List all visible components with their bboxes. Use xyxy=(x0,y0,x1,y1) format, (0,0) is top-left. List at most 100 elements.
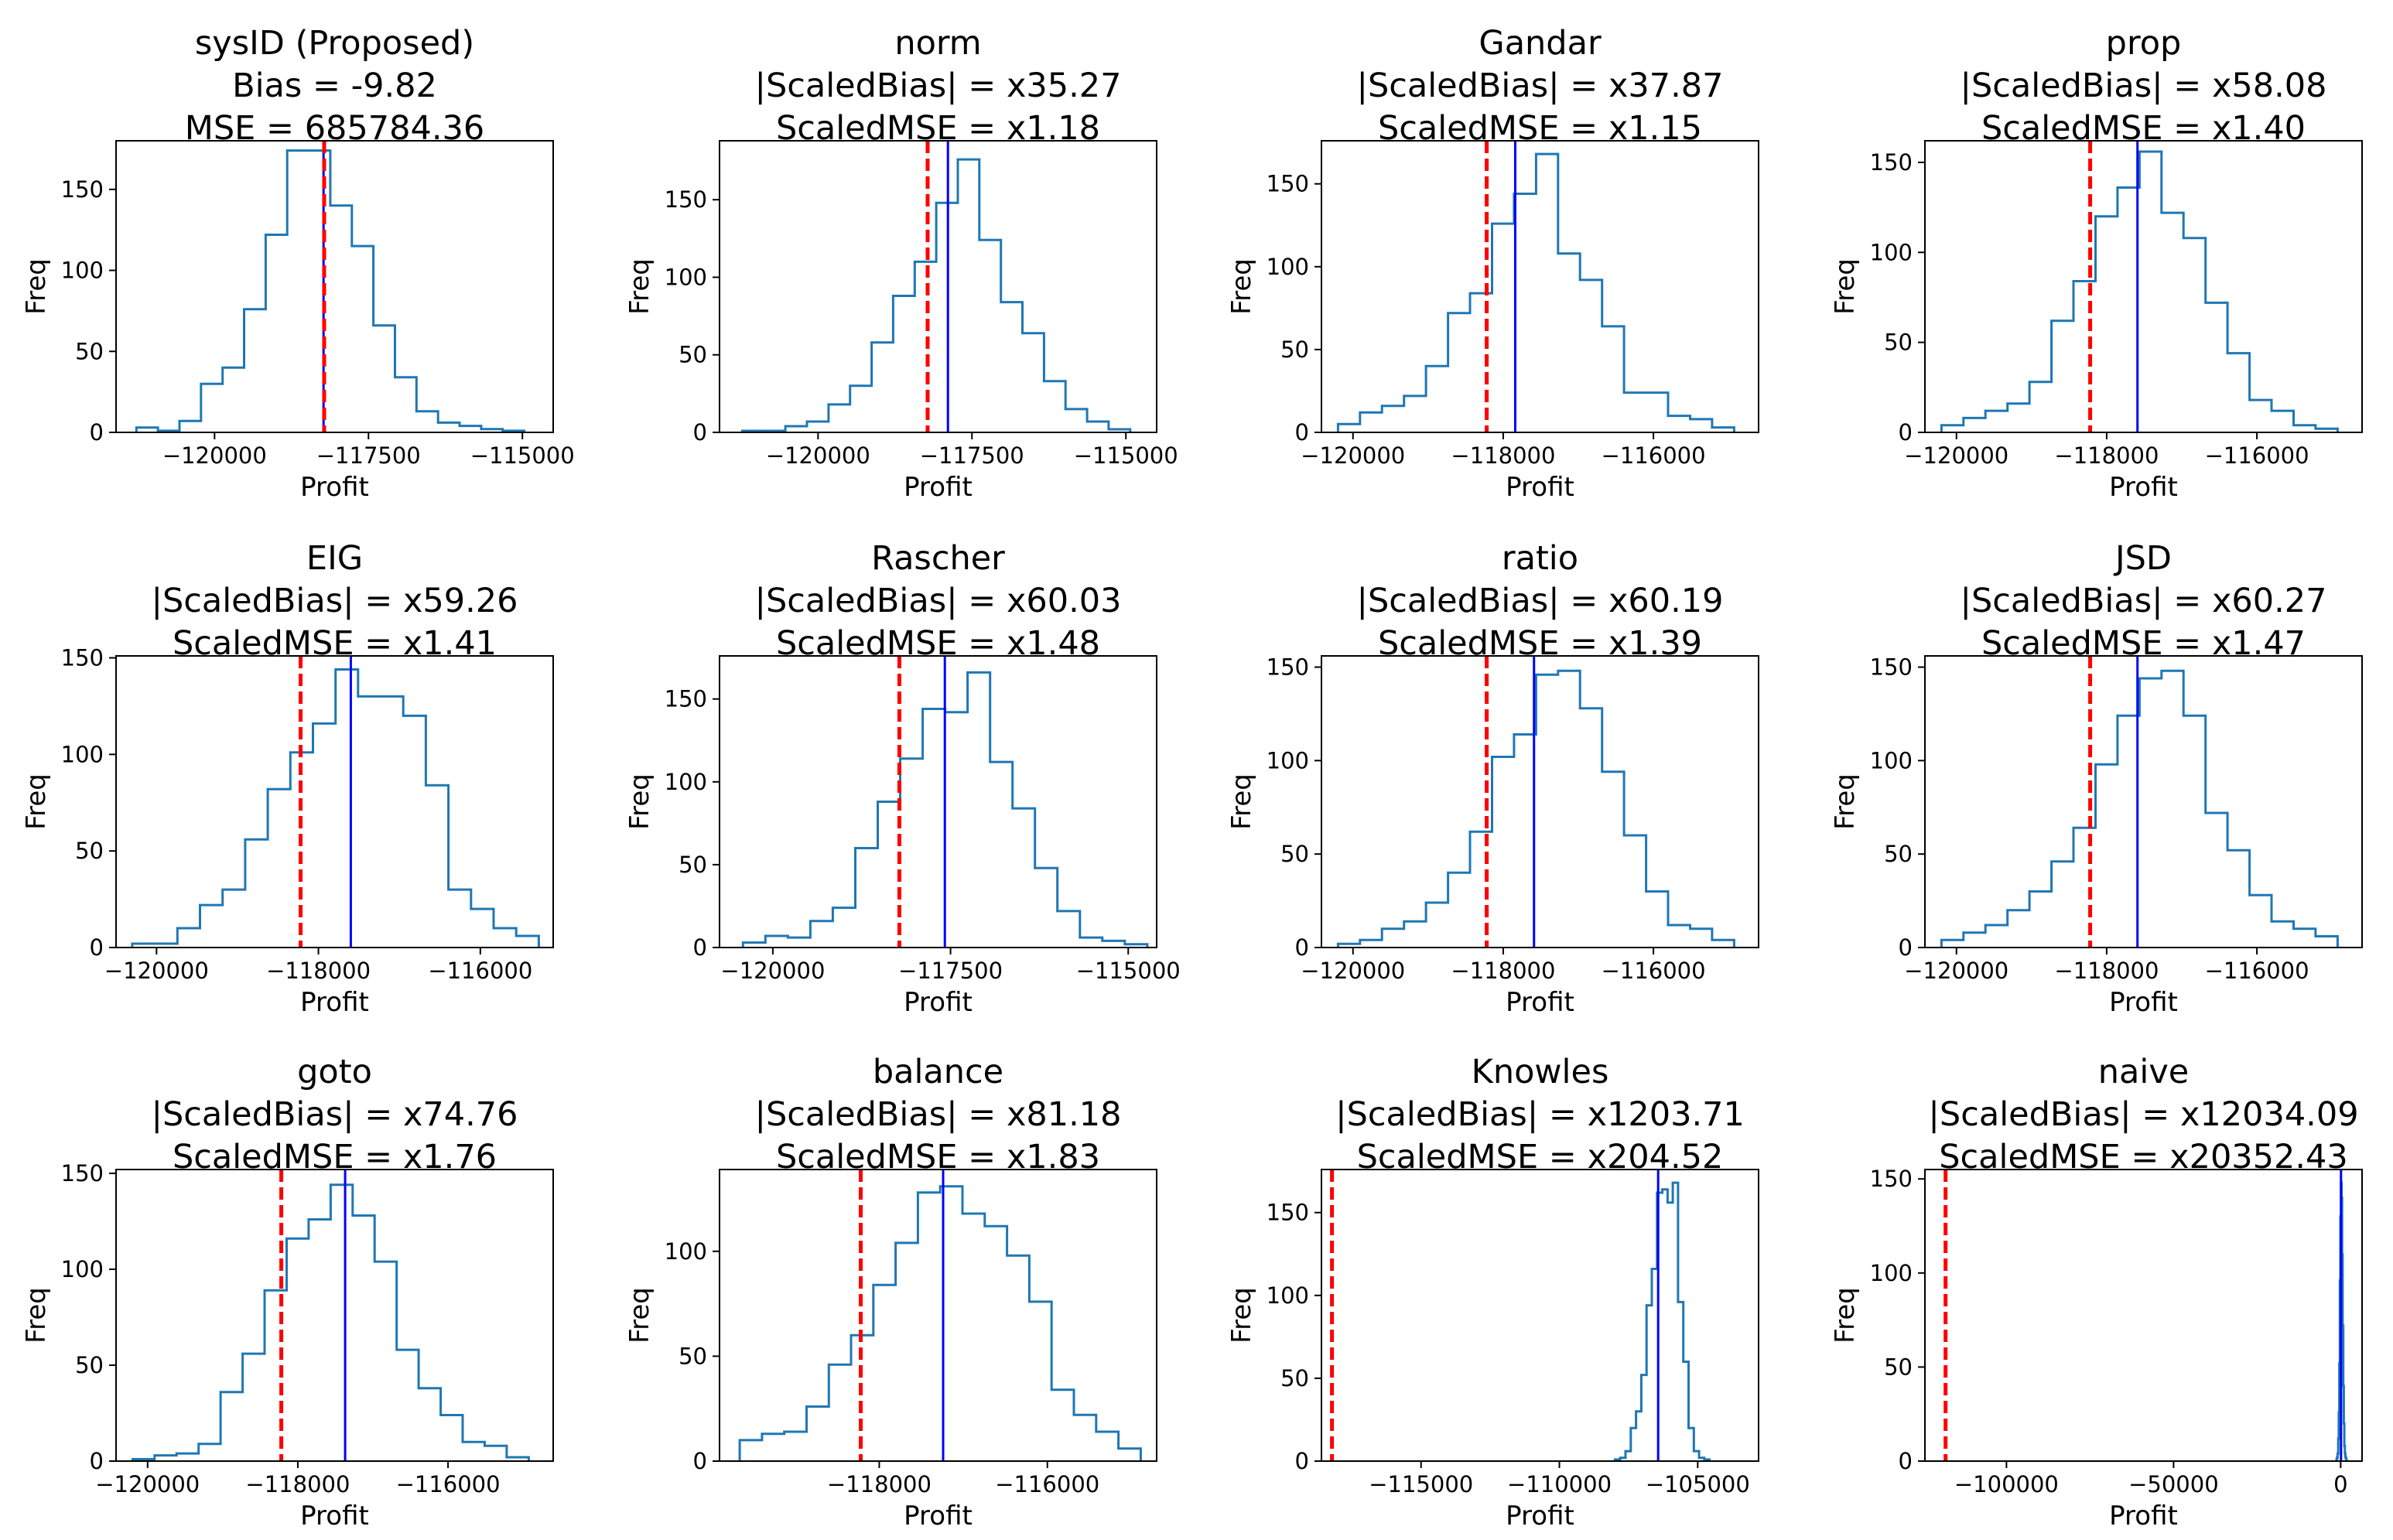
histogram-bars xyxy=(1336,669,1735,948)
y-tick-label: 100 xyxy=(1870,747,1913,773)
y-tick-label: 150 xyxy=(1267,171,1309,197)
x-axis-label: Profit xyxy=(1506,987,1574,1018)
histogram-bars xyxy=(1940,150,2339,432)
x-tick-label: −117500 xyxy=(898,958,1003,984)
y-tick-label: 50 xyxy=(1884,1354,1913,1380)
y-axis-label: Freq xyxy=(624,1287,655,1344)
x-tick-label: −115000 xyxy=(470,442,575,469)
y-axis-label: Freq xyxy=(1830,1287,1861,1344)
panel-title: prop xyxy=(2106,24,2182,63)
x-tick-label: −115000 xyxy=(1076,958,1181,984)
y-tick-label: 50 xyxy=(679,1343,707,1369)
x-tick-label: −105000 xyxy=(1646,1471,1750,1497)
x-tick-label: −118000 xyxy=(827,1471,932,1497)
histogram-bars xyxy=(740,158,1132,432)
y-axis-label: Freq xyxy=(624,773,655,830)
y-tick-label: 150 xyxy=(665,186,707,213)
panel-title: EIG xyxy=(306,539,363,578)
y-tick-label: 150 xyxy=(61,644,104,671)
histogram-bars xyxy=(135,149,526,432)
histogram-bars xyxy=(131,668,540,948)
y-tick-label: 100 xyxy=(61,1256,104,1282)
panel-mse-label: ScaledMSE = x1.40 xyxy=(1981,109,2306,148)
y-tick-label: 0 xyxy=(693,934,707,961)
axes-frame xyxy=(719,655,1157,948)
histogram-bars xyxy=(1613,1181,1711,1461)
histogram-panel: JSD |ScaledBias| = x60.27 ScaledMSE = x1.4… xyxy=(1830,539,2363,1018)
y-axis-label: Freq xyxy=(1830,258,1861,315)
panel-bias-label: |ScaledBias| = x1203.71 xyxy=(1335,1095,1745,1134)
x-axis-label: Profit xyxy=(2109,1501,2178,1531)
y-tick-label: 0 xyxy=(1899,934,1913,961)
y-tick-label: 50 xyxy=(679,852,707,878)
x-tick-label: −120000 xyxy=(1904,442,2008,469)
x-tick-label: −120000 xyxy=(95,1471,200,1497)
x-tick-label: −116000 xyxy=(1602,958,1706,984)
panel-bias-label: |ScaledBias| = x12034.09 xyxy=(1928,1095,2358,1134)
y-axis-label: Freq xyxy=(624,258,655,315)
x-axis-label: Profit xyxy=(300,472,369,503)
panel-bias-label: |ScaledBias| = x60.03 xyxy=(754,582,1121,620)
x-tick-label: −118000 xyxy=(1451,442,1555,469)
y-tick-label: 150 xyxy=(1267,1200,1309,1226)
panel-bias-label: |ScaledBias| = x81.18 xyxy=(754,1095,1121,1134)
axes-frame xyxy=(115,1169,554,1462)
panel-bias-label: |ScaledBias| = x58.08 xyxy=(1960,67,2326,105)
x-axis-label: Profit xyxy=(904,1501,973,1531)
histogram-bars xyxy=(738,1185,1142,1461)
panel-title: goto xyxy=(297,1053,372,1091)
x-tick-label: −120000 xyxy=(720,958,825,984)
panel-title: naive xyxy=(2098,1053,2189,1091)
y-tick-label: 150 xyxy=(61,176,104,203)
y-tick-label: 50 xyxy=(1280,336,1309,363)
y-tick-label: 0 xyxy=(90,1448,104,1474)
histogram-panel: norm |ScaledBias| = x35.27 ScaledMSE = x1.… xyxy=(624,24,1178,503)
panel-mse-label: ScaledMSE = x1.48 xyxy=(776,624,1100,663)
axes-frame xyxy=(1321,655,1759,948)
y-tick-label: 100 xyxy=(61,741,104,767)
x-tick-label: −120000 xyxy=(162,442,267,469)
y-tick-label: 0 xyxy=(1899,419,1913,446)
y-axis-label: Freq xyxy=(21,258,52,315)
histogram-panel: EIG |ScaledBias| = x59.26 ScaledMSE = x1.4… xyxy=(21,539,554,1018)
histogram-panel: ratio |ScaledBias| = x60.19 ScaledMSE = x1… xyxy=(1226,539,1759,1018)
histogram-panel: goto |ScaledBias| = x74.76 ScaledMSE = x1.… xyxy=(21,1053,554,1531)
y-tick-label: 50 xyxy=(75,838,104,864)
y-tick-label: 100 xyxy=(665,769,707,795)
y-tick-label: 50 xyxy=(1280,1365,1309,1391)
x-tick-label: −118000 xyxy=(245,1471,350,1497)
histogram-bars xyxy=(131,1183,530,1461)
y-tick-label: 100 xyxy=(61,258,104,284)
histogram-panel: Knowles |ScaledBias| = x1203.71 ScaledMSE … xyxy=(1226,1053,1759,1531)
y-tick-label: 100 xyxy=(1870,239,1913,265)
x-tick-label: −120000 xyxy=(1904,958,2008,984)
x-tick-label: −110000 xyxy=(1507,1471,1612,1497)
x-axis-label: Profit xyxy=(1506,472,1574,503)
x-tick-label: −50000 xyxy=(2128,1471,2219,1497)
panel-bias-label: |ScaledBias| = x60.27 xyxy=(1960,582,2326,620)
y-tick-label: 150 xyxy=(1870,654,1913,681)
x-tick-label: −120000 xyxy=(104,958,209,984)
panel-mse-label: ScaledMSE = x204.52 xyxy=(1357,1138,1724,1176)
x-tick-label: −116000 xyxy=(2205,442,2309,469)
panel-mse-label: ScaledMSE = x1.41 xyxy=(173,624,497,663)
axes-frame xyxy=(115,655,554,948)
histogram-panel: Rascher |ScaledBias| = x60.03 ScaledMSE = … xyxy=(624,539,1181,1018)
panel-bias-label: |ScaledBias| = x74.76 xyxy=(151,1095,518,1134)
x-tick-label: −100000 xyxy=(1954,1471,2059,1497)
panel-title: JSD xyxy=(2113,539,2172,578)
x-tick-label: −118000 xyxy=(2054,442,2159,469)
y-tick-label: 50 xyxy=(1280,841,1309,867)
x-tick-label: −117500 xyxy=(920,442,1024,469)
panel-mse-label: MSE = 685784.36 xyxy=(185,109,484,148)
histogram-panel: balance |ScaledBias| = x81.18 ScaledMSE = … xyxy=(624,1053,1157,1531)
y-tick-label: 0 xyxy=(693,1448,707,1474)
panel-mse-label: ScaledMSE = x1.15 xyxy=(1378,109,1702,148)
axes-frame xyxy=(1924,140,2363,433)
axes-frame xyxy=(1924,655,2363,948)
x-axis-label: Profit xyxy=(300,987,369,1018)
x-tick-label: −118000 xyxy=(2054,958,2159,984)
histogram-panel: naive |ScaledBias| = x12034.09 ScaledMSE =… xyxy=(1830,1053,2363,1531)
panel-bias-label: |ScaledBias| = x35.27 xyxy=(754,67,1121,105)
y-axis-label: Freq xyxy=(21,1287,52,1344)
